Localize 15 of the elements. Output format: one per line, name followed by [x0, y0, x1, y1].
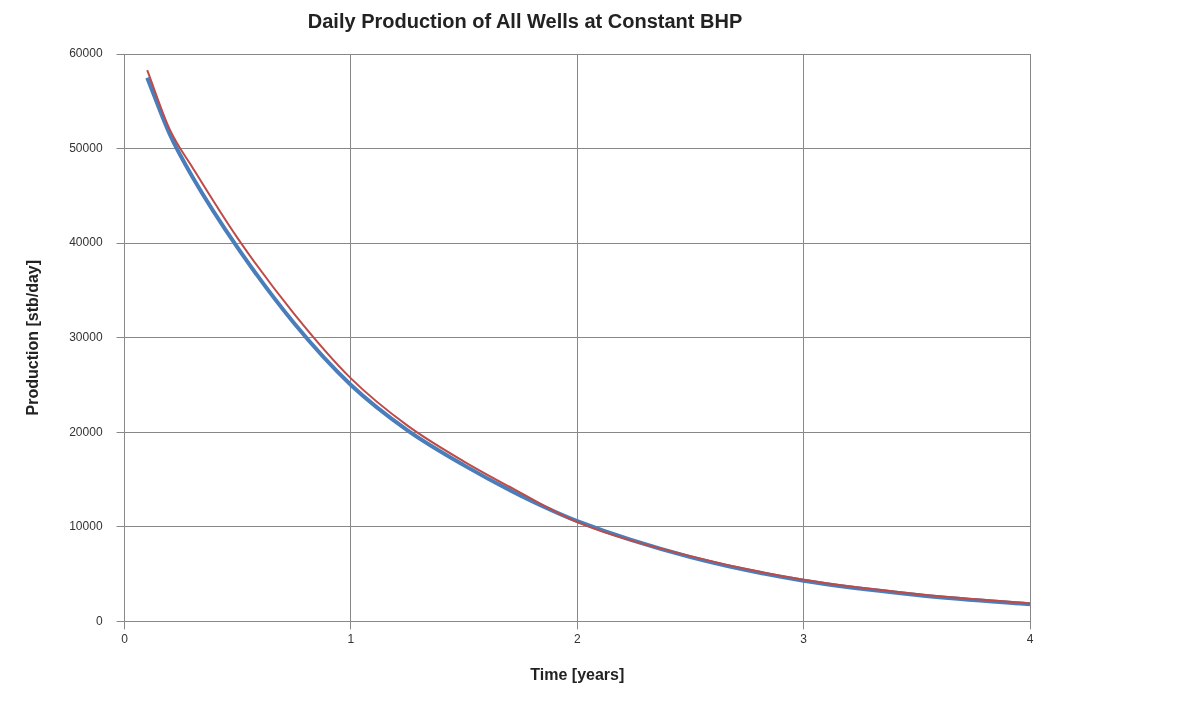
y-tick-label: 40000: [69, 235, 103, 250]
x-tick-label: 2: [573, 631, 581, 646]
x-tick-label: 0: [121, 631, 129, 646]
x-axis-title: Time [years]: [530, 665, 625, 683]
y-tick-label: 50000: [69, 140, 103, 155]
x-tick-label: 1: [347, 631, 355, 646]
y-tick-label: 30000: [69, 330, 103, 345]
chart-title: Daily Production of All Wells at Constant BHP: [307, 9, 743, 32]
y-tick-label: 0: [95, 613, 103, 628]
y-axis-title: Production [stb/day]: [24, 259, 42, 416]
y-tick-label: 20000: [69, 424, 103, 439]
y-tick-label: 10000: [69, 519, 103, 534]
x-tick-label: 4: [1026, 631, 1034, 646]
x-tick-label: 3: [800, 631, 808, 646]
y-tick-label: 60000: [69, 46, 103, 61]
